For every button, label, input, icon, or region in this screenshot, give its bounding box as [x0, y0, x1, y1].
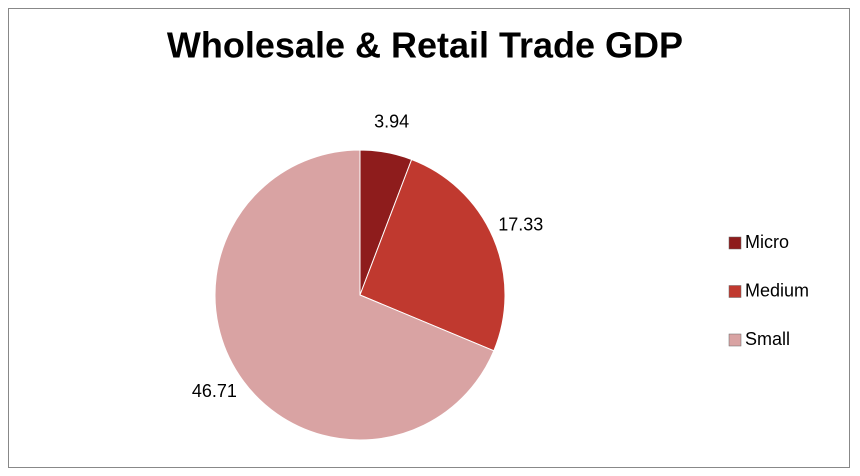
legend-label: Micro — [745, 232, 789, 252]
legend-label: Small — [745, 329, 790, 349]
legend-swatch — [728, 333, 742, 347]
legend-swatch — [728, 236, 742, 250]
legend-swatch — [728, 285, 742, 298]
data-label: 17.33 — [498, 215, 543, 235]
data-label: 3.94 — [374, 112, 409, 132]
chart-title: Wholesale & Retail Trade GDP — [167, 25, 683, 66]
pie-slice — [214, 149, 495, 441]
data-label: 46.71 — [192, 381, 237, 401]
legend-label: Medium — [745, 280, 809, 300]
pie-slice — [359, 158, 506, 352]
